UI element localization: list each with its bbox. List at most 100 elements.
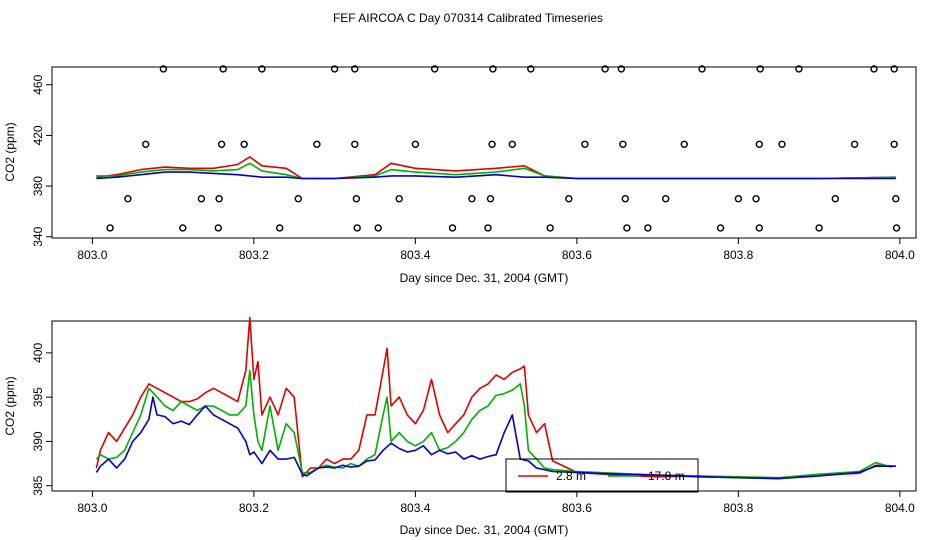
legend-label-17-8m: 17.8 m	[648, 469, 685, 483]
top-marker-3	[258, 65, 266, 73]
top-marker-35	[352, 194, 361, 203]
top-marker-17	[217, 140, 226, 149]
top-marker-40	[621, 194, 629, 203]
bottom-x-tick-label-1: 803.2	[239, 501, 269, 515]
top-x-axis-label: Day since Dec. 31, 2004 (GMT)	[400, 271, 569, 285]
top-marker-38	[486, 194, 495, 203]
top-marker-34	[294, 194, 302, 203]
top-x-axis: 803.0 803.2 803.4 803.6 803.8 804.0	[77, 238, 915, 262]
top-x-tick-label-4: 803.8	[723, 248, 753, 262]
top-marker-5	[351, 65, 359, 73]
top-x-tick-label-0: 803.0	[77, 248, 107, 262]
top-marker-51	[374, 224, 382, 232]
bottom-y-tick-label-3: 400	[31, 343, 45, 363]
top-marker-37	[468, 194, 476, 203]
top-series-layer	[96, 156, 896, 180]
bottom-x-tick-label-5: 804.0	[885, 501, 915, 515]
top-marker-39	[565, 194, 573, 203]
top-panel: 803.0 803.2 803.4 803.6 803.8 804.0 340 380 420…	[3, 65, 917, 285]
top-y-tick-label-3: 460	[31, 74, 45, 94]
top-marker-6	[431, 65, 439, 73]
top-marker-47	[179, 224, 187, 232]
bottom-panel: 803.0 803.2 803.4 803.6 803.8 804.0 385 390 395…	[3, 316, 917, 537]
top-marker-58	[755, 224, 763, 232]
top-y-tick-label-0: 340	[31, 226, 45, 246]
top-marker-4	[330, 65, 339, 73]
top-marker-44	[831, 194, 839, 203]
top-marker-55	[623, 224, 631, 232]
bottom-y-axis-label: CO2 (ppm)	[3, 376, 17, 435]
top-marker-19	[313, 140, 321, 149]
top-marker-42	[734, 194, 743, 203]
top-marker-41	[662, 194, 670, 203]
top-marker-14	[870, 65, 878, 73]
top-marker-22	[488, 140, 496, 149]
bottom-series-layer	[95, 316, 896, 480]
top-y-tick-label-2: 420	[31, 125, 45, 145]
top-marker-13	[795, 65, 803, 73]
legend-box	[505, 458, 699, 493]
top-marker-25	[619, 140, 627, 149]
bottom-x-axis-label: Day since Dec. 31, 2004 (GMT)	[400, 523, 569, 537]
top-marker-45	[892, 194, 900, 203]
top-marker-28	[778, 140, 786, 149]
top-marker-20	[351, 140, 359, 149]
top-marker-56	[644, 224, 652, 232]
top-marker-30	[890, 140, 898, 149]
top-marker-18	[240, 140, 248, 149]
top-marker-54	[546, 224, 554, 232]
top-marker-21	[411, 140, 420, 149]
bottom-y-tick-label-2: 395	[31, 387, 45, 407]
top-marker-52	[448, 224, 457, 232]
top-marker-10	[617, 65, 625, 73]
top-marker-29	[850, 140, 859, 149]
bottom-x-tick-label-0: 803.0	[77, 501, 107, 515]
top-marker-16	[141, 140, 150, 149]
top-marker-27	[755, 140, 763, 149]
top-marker-49	[276, 224, 284, 232]
top-marker-1	[159, 65, 168, 73]
top-marker-50	[353, 224, 361, 232]
top-marker-24	[581, 140, 589, 149]
bottom-x-tick-label-2: 803.4	[400, 501, 430, 515]
top-x-tick-label-3: 803.6	[562, 248, 592, 262]
top-marker-2	[219, 65, 227, 73]
top-marker-7	[489, 65, 497, 73]
bottom-y-axis: 385 390 395 400	[31, 343, 52, 496]
top-x-tick-label-2: 803.4	[400, 248, 430, 262]
top-series-line-2	[96, 162, 896, 180]
top-markers-layer	[106, 65, 901, 232]
top-marker-8	[527, 65, 535, 73]
bottom-x-tick-label-3: 803.6	[562, 501, 592, 515]
top-marker-48	[214, 224, 223, 232]
bottom-x-axis: 803.0 803.2 803.4 803.6 803.8 804.0	[77, 491, 915, 515]
chart-title: FEF AIRCOA C Day 070314 Calibrated Times…	[333, 11, 603, 25]
top-y-axis-label: CO2 (ppm)	[3, 122, 17, 181]
top-marker-23	[508, 140, 516, 149]
bottom-y-tick-label-1: 390	[31, 431, 45, 451]
top-marker-59	[815, 224, 823, 232]
top-marker-33	[215, 194, 223, 203]
legend-label-2-8m: 2.8 m	[556, 469, 586, 483]
top-marker-32	[197, 194, 206, 203]
bottom-series-line-2	[95, 369, 893, 479]
top-marker-36	[395, 194, 403, 203]
top-x-tick-label-1: 803.2	[239, 248, 269, 262]
bottom-x-tick-label-4: 803.8	[723, 501, 753, 515]
top-y-tick-label-1: 380	[31, 176, 45, 196]
top-plot-frame	[51, 66, 917, 239]
top-marker-43	[752, 194, 760, 203]
bottom-plot-frame	[51, 320, 917, 492]
top-marker-46	[106, 224, 114, 232]
top-series-line-3	[96, 171, 896, 180]
bottom-series-line-1	[95, 316, 896, 480]
top-x-tick-label-5: 804.0	[885, 248, 915, 262]
top-y-axis: 340 380 420 460	[31, 74, 52, 247]
top-marker-12	[756, 65, 764, 73]
bottom-series-line-3	[95, 396, 896, 480]
top-marker-57	[716, 224, 725, 232]
top-marker-11	[698, 65, 706, 73]
top-marker-31	[124, 194, 132, 203]
top-marker-9	[601, 65, 609, 73]
